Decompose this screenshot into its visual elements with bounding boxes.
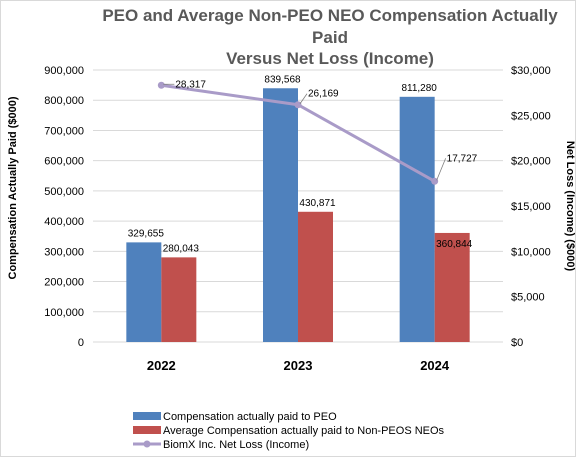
bar-peo-2024 (399, 96, 435, 342)
legend: Compensation actually paid to PEO Average… (133, 411, 445, 451)
bar-data-label: 430,871 (299, 198, 336, 209)
right-axis-ticks: $0 $5,000 $10,000 $15,000 $20,000 $25,000 $30,… (511, 65, 551, 349)
line-data-label: 26,169 (308, 89, 339, 100)
y2-axis-title: Net Loss (Income) ($000) (564, 141, 576, 272)
y-tick-label: 700,000 (44, 125, 84, 137)
bar-data-label: 811,280 (401, 83, 437, 94)
legend-label-0: Compensation actually paid to PEO (163, 411, 337, 423)
y-tick-label: 400,000 (44, 216, 84, 228)
line-series: 28,317 26,169 17,727 (157, 79, 478, 185)
y2-tick-label: $5,000 (511, 292, 545, 304)
y2-tick-label: $25,000 (511, 110, 551, 122)
y-axis-title: Compensation Actually Paid ($000) (7, 96, 19, 279)
bar-non-peo-2024 (434, 232, 470, 342)
category-label: 2022 (147, 358, 176, 373)
y-tick-label: 900,000 (44, 65, 84, 77)
y-tick-label: 300,000 (44, 246, 84, 258)
data-label-leader (436, 158, 447, 181)
y-tick-label: 800,000 (44, 95, 84, 107)
chart-title-line-2: Paid (312, 28, 348, 47)
y2-tick-label: $15,000 (511, 201, 551, 213)
chart-title-line-3: Versus Net Loss (Income) (226, 49, 434, 68)
line-data-label: 28,317 (175, 79, 206, 90)
y-tick-label: 500,000 (44, 186, 84, 198)
category-labels: 2022 2023 2024 (147, 358, 450, 373)
net-loss-point-2023 (294, 101, 302, 109)
bar-data-label: 329,655 (128, 228, 165, 239)
net-loss-point-2024 (431, 177, 439, 185)
y-tick-label: 200,000 (44, 277, 84, 289)
legend-swatch-0 (133, 412, 161, 420)
legend-label-2: BiomX Inc. Net Loss (Income) (163, 439, 309, 451)
bar-series: 329,655 280,043 839,568 430,871 811,280 360,8… (126, 74, 473, 343)
line-data-label: 17,727 (447, 153, 478, 164)
data-label-leader (299, 93, 308, 104)
y-tick-label: 600,000 (44, 156, 84, 168)
net-loss-point-2022 (157, 81, 165, 89)
bar-non-peo-2023 (298, 211, 333, 342)
bar-non-peo-2022 (161, 257, 197, 342)
legend-swatch-marker (143, 440, 151, 448)
y2-tick-label: $20,000 (511, 156, 551, 168)
category-label: 2024 (420, 358, 450, 373)
y2-tick-label: $10,000 (511, 246, 551, 258)
bar-data-label: 280,043 (163, 243, 200, 254)
bar-peo-2022 (126, 242, 162, 342)
bar-peo-2023 (263, 88, 298, 343)
bar-data-label: 360,844 (436, 239, 473, 250)
legend-swatch-1 (133, 426, 161, 434)
category-label: 2023 (284, 358, 313, 373)
chart-title-line-1: PEO and Average Non-PEO NEO Compensation… (102, 6, 558, 25)
y2-tick-label: $0 (511, 337, 523, 349)
y2-tick-label: $30,000 (511, 65, 551, 77)
y-tick-label: 0 (78, 337, 84, 349)
legend-label-1: Average Compensation actually paid to No… (163, 425, 445, 437)
left-axis-ticks: 0 100,000 200,000 300,000 400,000 500,000 600,… (44, 65, 84, 349)
y-tick-label: 100,000 (44, 307, 84, 319)
bar-data-label: 839,568 (264, 74, 301, 85)
